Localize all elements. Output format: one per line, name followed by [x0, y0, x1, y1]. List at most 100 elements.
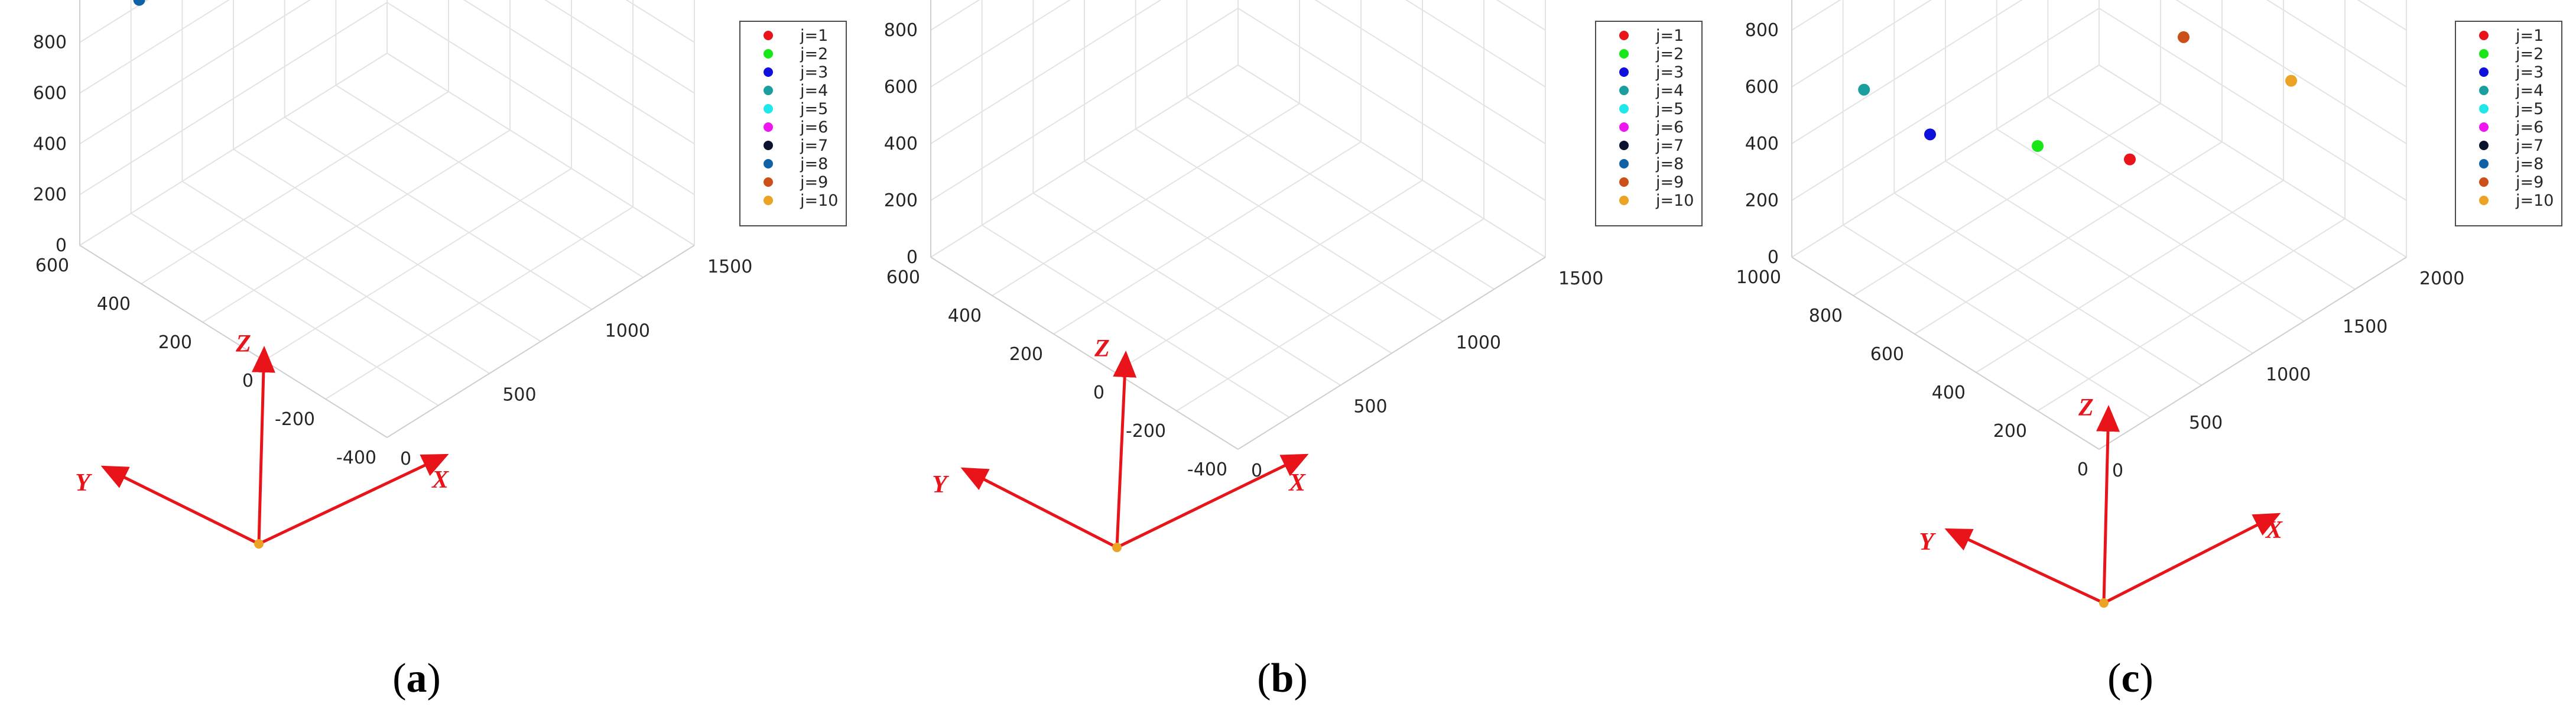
z-tick-label: 600 [1745, 77, 1779, 98]
grid-line [625, 0, 695, 43]
y-tick-label: 800 [1809, 306, 1843, 326]
grid-line [2175, 0, 2407, 144]
y-tick-label: 200 [158, 332, 192, 353]
legend-entry: j=6 [800, 118, 828, 137]
x-tick-label: 1000 [605, 320, 650, 341]
grid-line [79, 0, 311, 145]
z-tick-label: 400 [884, 134, 918, 154]
x-arrow [2103, 513, 2281, 605]
legend-box [1595, 21, 1703, 226]
point-j=9 [2178, 31, 2190, 43]
z-arrow [251, 346, 275, 544]
legend: j=1j=2j=3j=4j=5j=6j=7j=8j=9j=10 [739, 21, 847, 226]
point-j=2 [2032, 140, 2044, 152]
grid-line [1914, 141, 2223, 335]
axis-frame [930, 257, 1239, 450]
z-tick-label: 800 [33, 33, 67, 53]
legend-marker [2479, 86, 2489, 95]
legend-marker [1619, 196, 1629, 205]
legend-entry: j=1 [1655, 27, 1684, 45]
z-tick-label: 200 [33, 184, 67, 205]
legend-entry: j=7 [2515, 137, 2543, 155]
y-tick-label: 400 [97, 294, 131, 315]
grid-line [386, 53, 695, 246]
z-tick-label: 0 [1768, 247, 1779, 268]
legend-entry: j=1 [800, 27, 828, 45]
axis-frame [386, 245, 695, 438]
legend-entry: j=2 [2515, 45, 2543, 63]
x-tick-label: 500 [1353, 397, 1387, 417]
z-axis-letter: Z [2078, 394, 2094, 422]
legend-box [2455, 21, 2562, 226]
legend-marker [2479, 196, 2489, 205]
x-axis-letter: X [1288, 469, 1306, 497]
grid-line [79, 53, 388, 246]
legend-marker [764, 49, 773, 59]
grid-line [1237, 64, 1546, 258]
legend-marker [2479, 159, 2489, 168]
z-axis-letter: Z [1094, 335, 1110, 362]
x-tick-label: 0 [2112, 461, 2123, 481]
z-arrow [2096, 405, 2120, 604]
grid-line [1405, 0, 1546, 87]
grid-line [1314, 0, 1546, 144]
legend-entry: j=3 [800, 63, 828, 82]
grid-line [992, 103, 1300, 296]
grid-line [1791, 0, 1932, 87]
grid-line [1945, 160, 2253, 354]
legend-entry: j=8 [800, 155, 828, 173]
legend-entry: j=5 [2515, 100, 2543, 118]
y-tick-label: 400 [1932, 382, 1966, 403]
legend-entry: j=8 [1655, 155, 1684, 173]
legend-marker [1619, 177, 1629, 187]
legend-entry: j=9 [1655, 173, 1684, 192]
grid-line [79, 0, 230, 94]
y-tick-label: 600 [35, 255, 69, 276]
legend-marker [2479, 177, 2489, 187]
legend-marker [1619, 141, 1629, 150]
point-j=4 [1858, 83, 1870, 96]
grid-line [1237, 8, 1546, 201]
grid-line [1496, 0, 1546, 31]
grid-line [1996, 128, 2305, 322]
grid-line [1053, 141, 1362, 335]
grid-line [930, 0, 1071, 87]
z-tick-label: 600 [33, 83, 67, 104]
grid-line [2266, 0, 2407, 87]
legend-marker [764, 196, 773, 205]
legend-entry: j=7 [800, 137, 828, 155]
legend-marker [2479, 122, 2489, 132]
legend-marker [764, 159, 773, 168]
legend-marker [1619, 104, 1629, 114]
legend-entry: j=9 [800, 173, 828, 192]
legend-marker [764, 104, 773, 114]
panel-c: 0200400600800100005001000150020001000800… [1736, 0, 2562, 701]
grid-line [233, 148, 541, 342]
legend-entry: j=3 [2515, 63, 2543, 82]
grid-line [544, 0, 695, 94]
x-arrow [258, 453, 449, 546]
y-tick-label: -400 [1187, 459, 1227, 480]
legend-entry: j=2 [800, 45, 828, 63]
grid-line [79, 0, 149, 43]
grid-line [1853, 103, 2161, 296]
point-j=1 [2124, 153, 2136, 166]
point-j=8 [133, 0, 145, 6]
legend-entry: j=10 [800, 192, 838, 210]
legend-marker [764, 31, 773, 40]
grid-line [1135, 128, 1444, 322]
grid-line [1176, 218, 1484, 411]
x-tick-label: 0 [1251, 461, 1262, 481]
grid-line [131, 212, 439, 406]
y-tick-label: 200 [1009, 344, 1043, 365]
z-tick-label: 400 [33, 134, 67, 154]
grid-line [930, 64, 1239, 258]
legend-marker [764, 141, 773, 150]
y-axis-letter: Y [75, 469, 92, 497]
legend: j=1j=2j=3j=4j=5j=6j=7j=8j=9j=10 [2455, 21, 2562, 226]
x-tick-label: 500 [502, 385, 536, 406]
y-tick-label: 400 [948, 306, 982, 326]
x-tick-label: 2000 [2419, 268, 2464, 289]
z-axis-letter: Z [235, 330, 251, 358]
